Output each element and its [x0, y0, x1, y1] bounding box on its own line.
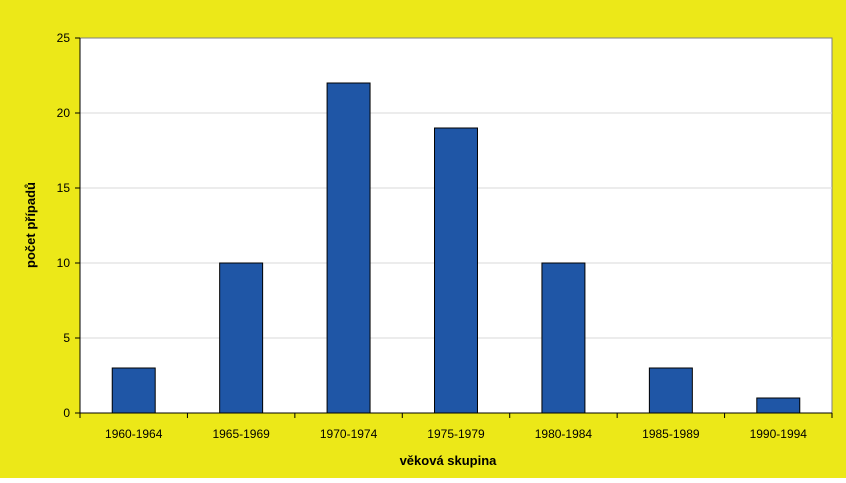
x-tick-label: 1960-1964	[105, 427, 163, 441]
bar	[756, 397, 801, 414]
bar	[326, 82, 371, 414]
bar	[541, 262, 586, 414]
y-tick-label: 25	[57, 31, 71, 45]
bar	[434, 127, 478, 414]
bars	[111, 82, 801, 414]
y-tick-label: 10	[57, 256, 71, 270]
x-tick-label: 1985-1989	[642, 427, 700, 441]
x-tick-label: 1965-1969	[212, 427, 270, 441]
y-tick-label: 20	[57, 106, 71, 120]
y-tick-labels: 0 5 10 15 20 25	[57, 31, 71, 420]
x-axis-label: věková skupina	[400, 453, 498, 468]
axes	[75, 37, 833, 418]
bar	[648, 367, 693, 414]
y-tick-label: 0	[63, 406, 70, 420]
x-tick-label: 1975-1979	[427, 427, 485, 441]
y-tick-label: 5	[63, 331, 70, 345]
x-tick-label: 1980-1984	[535, 427, 593, 441]
x-tick-label: 1990-1994	[750, 427, 808, 441]
x-tick-label: 1970-1974	[320, 427, 378, 441]
y-tick-label: 15	[57, 181, 71, 195]
y-axis-label: počet případů	[23, 182, 38, 268]
x-tick-labels: 1960-1964 1965-1969 1970-1974 1975-1979 1980…	[105, 427, 807, 441]
bar	[219, 262, 264, 414]
bar	[111, 367, 156, 414]
